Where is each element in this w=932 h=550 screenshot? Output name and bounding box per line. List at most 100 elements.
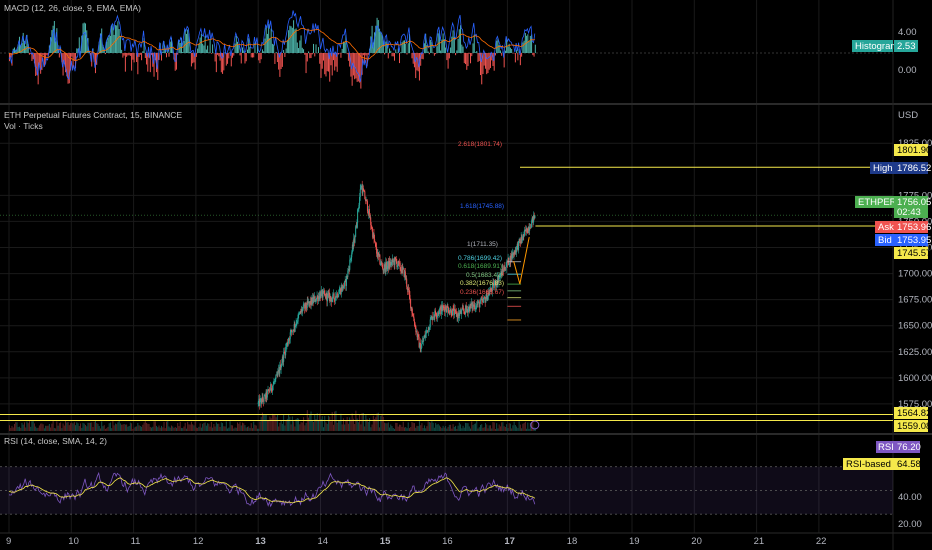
- candle-body: [528, 227, 530, 231]
- histogram-bar: [58, 53, 60, 58]
- volume-bar: [410, 427, 412, 431]
- histogram-bar: [437, 33, 439, 53]
- volume-bar: [513, 421, 515, 431]
- candle-body: [306, 300, 308, 308]
- time-tick: 20: [691, 536, 702, 547]
- histogram-bar: [114, 25, 116, 53]
- volume-bar: [149, 426, 151, 431]
- volume-bar: [220, 422, 222, 431]
- candle-body: [478, 301, 480, 308]
- candle-body: [419, 342, 421, 348]
- histogram-bar: [329, 53, 331, 82]
- volume-bar: [518, 421, 520, 431]
- rsi-ma-label: RSI-based MA: [846, 459, 908, 470]
- candle-body: [456, 314, 458, 317]
- volume-bar: [522, 423, 524, 431]
- fib-label: 1.618(1745.88): [460, 203, 504, 210]
- rsi-pane[interactable]: [0, 466, 893, 515]
- volume-bar: [412, 422, 414, 431]
- volume-bar: [233, 428, 235, 431]
- candle-body: [313, 298, 315, 303]
- time-axis[interactable]: 9 10 11 12 13 14 15 16 17 18 19 20 21 22: [6, 536, 826, 547]
- histogram-bar: [299, 40, 301, 53]
- macd-pane[interactable]: [0, 10, 893, 89]
- candle-body: [323, 291, 325, 294]
- volume-bar: [341, 424, 343, 431]
- histogram-bar: [526, 35, 528, 53]
- time-tick: 16: [442, 536, 453, 547]
- histogram-bar: [188, 33, 190, 53]
- volume-bar: [62, 423, 64, 431]
- volume-bar: [32, 421, 34, 431]
- volume-bar: [27, 423, 29, 431]
- histogram-bar: [463, 53, 465, 64]
- histogram-bar: [276, 53, 278, 63]
- candle-body: [412, 315, 414, 317]
- volume-bar: [268, 420, 270, 431]
- candle-body: [410, 307, 412, 309]
- histogram-bar: [50, 37, 52, 53]
- histogram-bar: [112, 24, 114, 53]
- volume-bar: [501, 422, 503, 431]
- time-tick: 19: [629, 536, 640, 547]
- volume-bar: [514, 425, 516, 431]
- candle-body: [415, 326, 417, 333]
- volume-bar: [212, 427, 214, 431]
- candle-body: [440, 305, 442, 315]
- volume-bar: [441, 428, 443, 431]
- volume-bar: [484, 422, 486, 431]
- histogram-bar: [438, 30, 440, 53]
- volume-bar: [303, 417, 305, 431]
- histogram-bar: [372, 42, 374, 53]
- volume-bar: [224, 426, 226, 431]
- candle-body: [319, 293, 321, 299]
- candle-body: [507, 257, 509, 263]
- candle-body: [298, 313, 300, 315]
- volume-bar: [477, 428, 479, 431]
- candle-body: [448, 312, 450, 314]
- price-pane[interactable]: [0, 166, 893, 431]
- volume-bar: [118, 421, 120, 431]
- candle-body: [342, 284, 344, 289]
- candle-body: [302, 308, 304, 312]
- volume-bar: [173, 427, 175, 431]
- candle-body: [517, 243, 519, 251]
- volume-bar: [452, 424, 454, 431]
- volume-bar: [391, 426, 393, 431]
- volume-bar: [26, 421, 28, 431]
- volume-bar: [158, 425, 160, 431]
- candle-body: [455, 311, 457, 317]
- volume-bar: [139, 426, 141, 431]
- histogram-bar: [230, 53, 232, 67]
- volume-bar: [42, 424, 44, 431]
- histogram-bar: [149, 53, 151, 73]
- histogram-bar: [35, 53, 37, 77]
- histogram-bar: [413, 53, 415, 68]
- histogram-bar: [473, 34, 475, 53]
- histogram-bar: [491, 53, 493, 61]
- candle-body: [429, 319, 431, 328]
- volume-bar: [203, 422, 205, 431]
- histogram-bar: [256, 44, 258, 53]
- candle-body: [389, 261, 391, 267]
- volume-bar: [204, 422, 206, 431]
- volume-bar: [161, 425, 163, 431]
- volume-bar: [255, 425, 257, 431]
- volume-bar: [326, 423, 328, 431]
- histogram-bar: [197, 48, 199, 53]
- histogram-bar: [266, 33, 268, 53]
- volume-bar: [219, 426, 221, 431]
- histogram-bar: [407, 43, 409, 53]
- volume-bar: [209, 426, 211, 431]
- candle-body: [417, 334, 419, 337]
- histogram-bar: [172, 46, 174, 53]
- candle-body: [522, 234, 524, 240]
- histogram-bar: [139, 53, 141, 55]
- volume-bar: [457, 425, 459, 431]
- rsi-line: [8, 471, 536, 508]
- candle-body: [380, 264, 382, 265]
- candle-body: [400, 269, 402, 273]
- candle-body: [500, 271, 502, 276]
- histogram-bar: [534, 44, 536, 53]
